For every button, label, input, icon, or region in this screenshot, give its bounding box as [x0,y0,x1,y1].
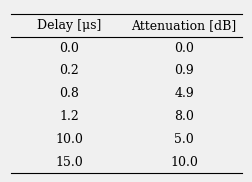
Text: 10.0: 10.0 [55,133,83,146]
Text: 0.2: 0.2 [59,64,79,77]
Text: Delay [μs]: Delay [μs] [37,19,101,32]
Text: 0.0: 0.0 [59,42,79,55]
Text: 0.9: 0.9 [173,64,193,77]
Text: 1.2: 1.2 [59,110,79,123]
Text: Attenuation [dB]: Attenuation [dB] [131,19,236,32]
Text: 0.0: 0.0 [173,42,193,55]
Text: 10.0: 10.0 [169,156,197,169]
Text: 0.8: 0.8 [59,87,79,100]
Text: 8.0: 8.0 [173,110,193,123]
Text: 5.0: 5.0 [173,133,193,146]
Text: 15.0: 15.0 [55,156,82,169]
Text: 4.9: 4.9 [173,87,193,100]
